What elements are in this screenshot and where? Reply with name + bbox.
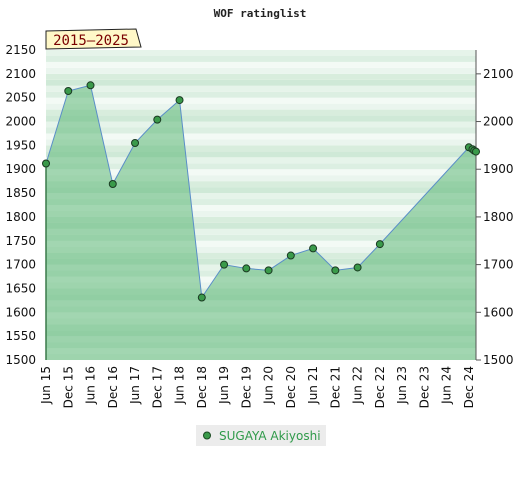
data-point — [64, 87, 73, 96]
x-tick-label: Jun 15 — [39, 366, 53, 405]
data-point — [353, 263, 362, 272]
range-label: 2015–2025 — [53, 33, 129, 49]
x-tick-label: Jun 24 — [440, 366, 454, 405]
y-tick-left-label: 1650 — [5, 281, 36, 295]
x-tick-label: Jun 18 — [173, 366, 187, 405]
x-tick-label: Jun 20 — [262, 366, 276, 405]
y-tick-left-label: 1600 — [5, 305, 36, 319]
data-point — [286, 251, 295, 260]
x-tick-label: Dec 22 — [373, 366, 387, 408]
y-tick-left-label: 1950 — [5, 138, 36, 152]
rating-line — [45, 84, 477, 299]
y-tick-right-label: 1800 — [483, 210, 514, 224]
x-tick-label: Dec 18 — [195, 366, 209, 408]
y-tick-right-label: 1700 — [483, 258, 514, 272]
data-point — [197, 293, 206, 302]
x-tick-label: Dec 15 — [61, 366, 75, 408]
x-tick-label: Jun 21 — [306, 366, 320, 405]
y-tick-left-label: 1850 — [5, 186, 36, 200]
y-tick-left-label: 2150 — [5, 43, 36, 57]
y-tick-right-label: 1600 — [483, 305, 514, 319]
x-tick-label: Dec 20 — [284, 366, 298, 408]
points-layer — [42, 81, 480, 302]
data-point — [42, 159, 50, 168]
x-tick-label: Jun 23 — [395, 366, 409, 405]
area-layer — [45, 84, 477, 361]
x-tick-label: Jun 22 — [351, 366, 365, 405]
data-point — [242, 264, 251, 273]
legend: SUGAYA Akiyoshi — [196, 425, 326, 446]
y-tick-right-label: 1500 — [483, 353, 514, 367]
data-point — [153, 115, 162, 124]
x-tick-label: Jun 19 — [217, 366, 231, 405]
data-point — [264, 266, 273, 275]
y-tick-left-label: 1500 — [5, 353, 36, 367]
data-point — [375, 240, 384, 249]
y-tick-left-label: 1800 — [5, 210, 36, 224]
legend-marker — [203, 431, 211, 440]
x-tick-label: Jun 16 — [84, 366, 98, 405]
data-point — [86, 81, 95, 90]
data-point — [331, 266, 340, 275]
data-point — [220, 260, 229, 269]
data-point — [175, 96, 184, 105]
y-tick-left-label: 2100 — [5, 67, 36, 81]
background-bands — [46, 50, 476, 360]
data-point — [108, 180, 117, 189]
x-tick-label: Dec 19 — [239, 366, 253, 408]
y-tick-right-label: 2000 — [483, 115, 514, 129]
data-point — [309, 244, 318, 253]
y-tick-right-label: 1900 — [483, 162, 514, 176]
x-axis: Jun 15 Dec 15 Jun 16 Dec 16 Jun 17 Dec 17 Jun … — [39, 366, 476, 408]
y-tick-right-label: 2100 — [483, 67, 514, 81]
x-tick-label: Dec 24 — [462, 366, 476, 408]
legend-label: SUGAYA Akiyoshi — [219, 429, 321, 443]
y-tick-left-label: 1900 — [5, 162, 36, 176]
x-tick-label: Dec 17 — [150, 366, 164, 408]
y-axis-left: 1500 1550 1600 1650 1700 1750 1800 1850 1900 1950… — [5, 43, 36, 367]
x-tick-label: Dec 21 — [328, 366, 342, 408]
y-tick-left-label: 2000 — [5, 115, 36, 129]
y-tick-left-label: 1550 — [5, 329, 36, 343]
y-axis-right: 1500 1600 1700 1800 1900 2000 2100 — [475, 50, 514, 367]
rating-area — [46, 85, 476, 361]
y-tick-left-label: 1700 — [5, 258, 36, 272]
data-point — [472, 147, 480, 156]
x-tick-label: Dec 16 — [106, 366, 120, 408]
x-tick-label: Jun 17 — [128, 366, 142, 405]
y-tick-left-label: 2050 — [5, 91, 36, 105]
range-badge: 2015–2025 — [45, 28, 142, 50]
data-point — [131, 139, 140, 147]
x-tick-label: Dec 23 — [417, 366, 431, 408]
y-tick-left-label: 1750 — [5, 234, 36, 248]
chart-title: WOF ratinglist — [214, 7, 307, 20]
